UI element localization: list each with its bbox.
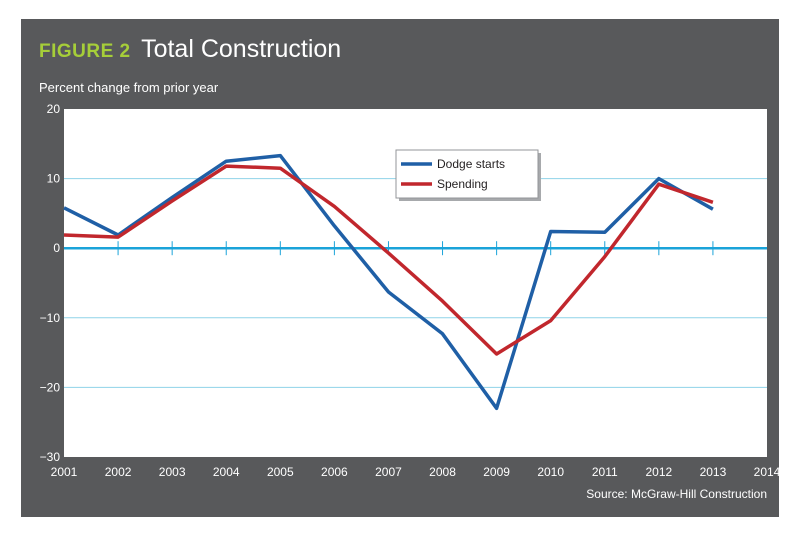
x-tick-label: 2014	[754, 465, 781, 479]
x-tick-label: 2012	[645, 465, 672, 479]
y-tick-label: −30	[40, 450, 61, 464]
x-tick-label: 2004	[213, 465, 240, 479]
y-axis-title: Percent change from prior year	[39, 80, 219, 95]
y-tick-labels: 20 10 0 −10 −20 −30	[40, 102, 61, 464]
x-tick-label: 2001	[51, 465, 78, 479]
x-tick-label: 2002	[105, 465, 132, 479]
x-tick-label: 2005	[267, 465, 294, 479]
y-tick-label: 10	[47, 172, 61, 186]
x-tick-label: 2010	[537, 465, 564, 479]
x-tick-label: 2011	[592, 465, 618, 479]
chart-title: Total Construction	[141, 35, 342, 63]
zero-axis	[64, 241, 767, 256]
dodge-starts-line	[63, 153, 714, 411]
x-tick-label: 2008	[429, 465, 456, 479]
y-tick-label: −10	[40, 311, 61, 325]
y-tick-label: −20	[40, 380, 61, 394]
legend-items: Dodge starts Spending	[401, 157, 505, 191]
x-tick-label: 2006	[321, 465, 348, 479]
legend-label: Spending	[437, 177, 488, 191]
x-tick-label: 2003	[159, 465, 186, 479]
legend-box	[395, 149, 539, 199]
figure-heading: FIGURE 2 Total Construction	[39, 35, 341, 65]
legend-label: Dodge starts	[437, 157, 505, 171]
spending-line	[63, 164, 714, 356]
x-tick-label: 2013	[700, 465, 727, 479]
x-tick-labels: 2001 2002 2003 2004 2005 2006 2007 2008 2009 2010…	[51, 465, 781, 479]
figure-label: FIGURE 2	[39, 41, 131, 62]
source-note: Source: McGraw-Hill Construction	[586, 487, 767, 501]
legend: Dodge starts Spending	[395, 149, 541, 201]
y-tick-label: 20	[47, 102, 61, 116]
y-tick-label: 0	[53, 241, 60, 255]
series-lines	[63, 153, 714, 411]
x-tick-label: 2007	[375, 465, 402, 479]
x-tick-label: 2009	[483, 465, 510, 479]
